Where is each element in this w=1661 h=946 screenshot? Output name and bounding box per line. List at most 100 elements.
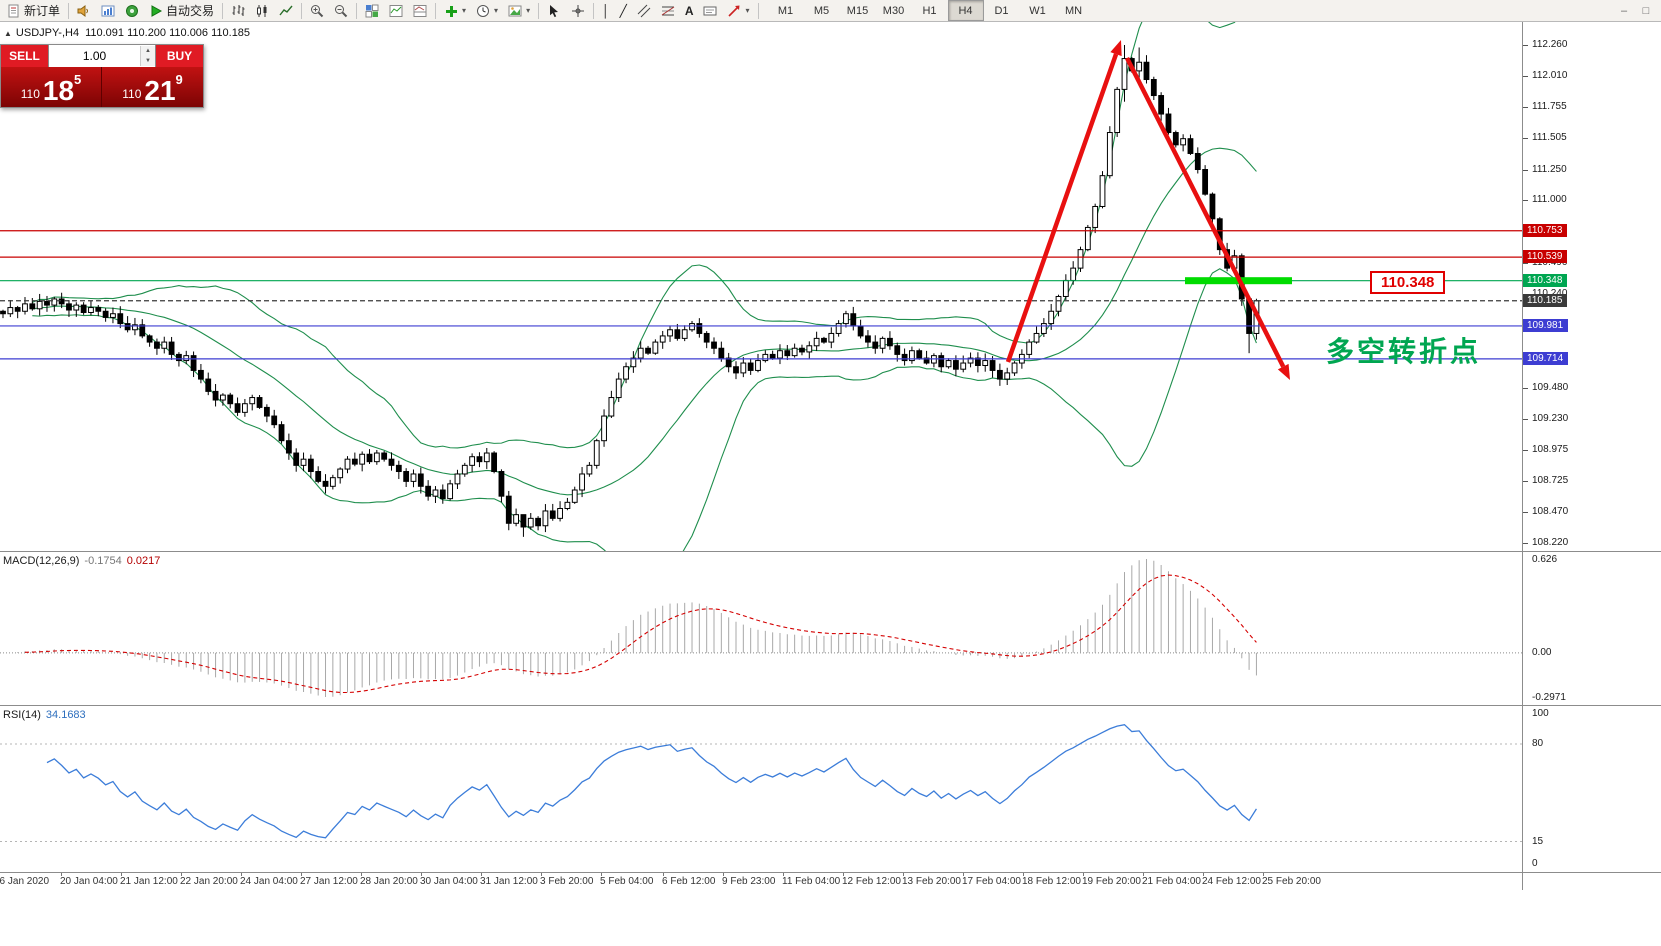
templates-button[interactable]: ▾ xyxy=(503,0,535,21)
panel-separator[interactable] xyxy=(0,705,1661,706)
timeframe-button-H1[interactable]: H1 xyxy=(922,4,937,17)
toolbar-separator xyxy=(222,2,224,19)
restore-chart-button[interactable]: □ xyxy=(1637,2,1655,19)
data-window-button[interactable] xyxy=(408,0,432,21)
tile-windows-button[interactable] xyxy=(360,0,384,21)
price-tick-label: 111.755 xyxy=(1532,101,1567,113)
timeframe-button-M5[interactable]: M5 xyxy=(813,4,830,17)
one-click-collapse-icon[interactable]: ▲ xyxy=(4,29,12,38)
scale-tick-mark xyxy=(1523,107,1528,109)
price-level-lines[interactable] xyxy=(0,230,1522,360)
restore-icon: □ xyxy=(1642,4,1650,17)
indicator-window-button[interactable] xyxy=(384,0,408,21)
zoom-in-button[interactable] xyxy=(305,0,329,21)
sell-price-button[interactable]: 110 18 5 xyxy=(1,67,102,107)
main-price-chart[interactable] xyxy=(0,22,1522,552)
scale-tick-mark xyxy=(1523,200,1528,202)
line-chart-icon xyxy=(279,5,293,15)
time-label: 25 Feb 20:00 xyxy=(1262,876,1321,887)
fibonacci-icon xyxy=(661,6,675,15)
time-label: 12 Feb 12:00 xyxy=(842,876,901,887)
bar-chart-mode-button[interactable] xyxy=(226,0,250,21)
metaeditor-button[interactable] xyxy=(120,0,144,21)
timeframe-button-MN[interactable]: MN xyxy=(1064,4,1083,17)
fibonacci-tool-button[interactable] xyxy=(656,0,680,21)
chevron-down-icon: ▾ xyxy=(745,6,750,15)
price-line-label-110.539: 110.539 xyxy=(1523,250,1568,264)
macd-indicator-panel[interactable] xyxy=(0,552,1522,706)
text-tool-button[interactable]: A xyxy=(680,0,699,21)
vertical-line-tool-button[interactable]: │ xyxy=(597,0,615,21)
up-trend-arrow[interactable] xyxy=(1005,40,1122,363)
time-tick-mark xyxy=(121,873,122,876)
price-scale[interactable]: 112.260 112.010 111.755 111.505 111.250 111.0… xyxy=(1522,22,1661,890)
chart-window[interactable]: ▲ USDJPY-,H4 110.091 110.200 110.006 110.1… xyxy=(0,22,1661,946)
indicators-button[interactable]: ▾ xyxy=(439,0,471,21)
minimize-icon: – xyxy=(1620,4,1628,17)
time-tick-mark xyxy=(1263,873,1264,876)
time-label: 24 Feb 12:00 xyxy=(1202,876,1261,887)
time-label: 20 Jan 04:00 xyxy=(60,876,118,887)
time-tick-mark xyxy=(843,873,844,876)
volume-up-button[interactable]: ▲ xyxy=(141,46,155,56)
timeframe-button-M30[interactable]: M30 xyxy=(882,4,905,17)
arrows-tool-button[interactable]: ▾ xyxy=(722,0,754,21)
trendline-tool-button[interactable]: ╱ xyxy=(615,0,632,21)
time-tick-mark xyxy=(903,873,904,876)
periods-button[interactable]: ▾ xyxy=(471,0,503,21)
volume-down-button[interactable]: ▼ xyxy=(141,56,155,66)
time-tick-mark xyxy=(1023,873,1024,876)
chart-window-button[interactable] xyxy=(96,0,120,21)
time-tick-mark xyxy=(723,873,724,876)
rsi-level-high: 80 xyxy=(1532,738,1544,749)
indicator-window-icon xyxy=(389,4,403,17)
timeframe-button-D1[interactable]: D1 xyxy=(994,4,1009,17)
time-label: 11 Feb 04:00 xyxy=(782,876,841,887)
sell-button[interactable]: SELL xyxy=(1,45,48,67)
timeframe-toolbar: M1 M5 M15 M30 H1 H4 D1 W1 MN xyxy=(768,0,1092,21)
crosshair-button[interactable] xyxy=(566,0,590,21)
timeframe-button-M1[interactable]: M1 xyxy=(777,4,794,17)
time-tick-mark xyxy=(541,873,542,876)
symbol-title: USDJPY-,H4 xyxy=(15,27,80,39)
label-tool-button[interactable] xyxy=(698,0,722,21)
autotrading-button[interactable]: 自动交易 xyxy=(144,0,219,21)
macd-scale-zero: 0.00 xyxy=(1532,646,1552,658)
market-watch-button[interactable] xyxy=(72,0,96,21)
down-trend-arrow[interactable] xyxy=(1124,56,1290,380)
turning-point-note[interactable]: 多空转折点 xyxy=(1326,336,1482,367)
rsi-value: 34.1683 xyxy=(45,709,86,721)
time-label: 17 Feb 04:00 xyxy=(962,876,1021,887)
macd-value-signal: 0.0217 xyxy=(126,555,161,567)
timeframe-button-H4[interactable]: H4 xyxy=(947,0,984,21)
megaphone-icon xyxy=(77,4,89,17)
zoom-out-button[interactable] xyxy=(329,0,353,21)
buy-price-button[interactable]: 110 21 9 xyxy=(102,67,203,107)
price-level-callout[interactable]: 110.348 xyxy=(1370,271,1446,294)
channel-tool-button[interactable] xyxy=(632,0,656,21)
cursor-button[interactable] xyxy=(542,0,566,21)
chart-window-icon xyxy=(101,5,115,16)
price-tick-label: 112.260 xyxy=(1532,39,1568,50)
scale-tick-mark xyxy=(1523,543,1528,544)
rsi-scale-0: 0 xyxy=(1532,858,1538,869)
panel-separator[interactable] xyxy=(0,551,1661,552)
chevron-down-icon: ▾ xyxy=(462,6,467,15)
time-label: 31 Jan 12:00 xyxy=(480,876,538,887)
channel-icon xyxy=(637,4,651,17)
new-order-button[interactable]: 新订单 xyxy=(2,0,65,21)
timeframe-button-M15[interactable]: M15 xyxy=(846,4,869,17)
label-icon xyxy=(703,6,717,15)
time-tick-mark xyxy=(963,873,964,876)
timeframe-button-W1[interactable]: W1 xyxy=(1029,4,1046,17)
buy-button[interactable]: BUY xyxy=(156,45,203,67)
candlestick-mode-button[interactable] xyxy=(250,0,274,21)
play-icon xyxy=(151,4,163,17)
rsi-indicator-panel[interactable] xyxy=(0,706,1522,873)
line-chart-mode-button[interactable] xyxy=(274,0,298,21)
time-label: 13 Feb 20:00 xyxy=(902,876,961,887)
volume-input[interactable] xyxy=(49,48,140,64)
minimize-chart-button[interactable]: – xyxy=(1615,2,1633,19)
chevron-down-icon: ▾ xyxy=(526,6,531,15)
